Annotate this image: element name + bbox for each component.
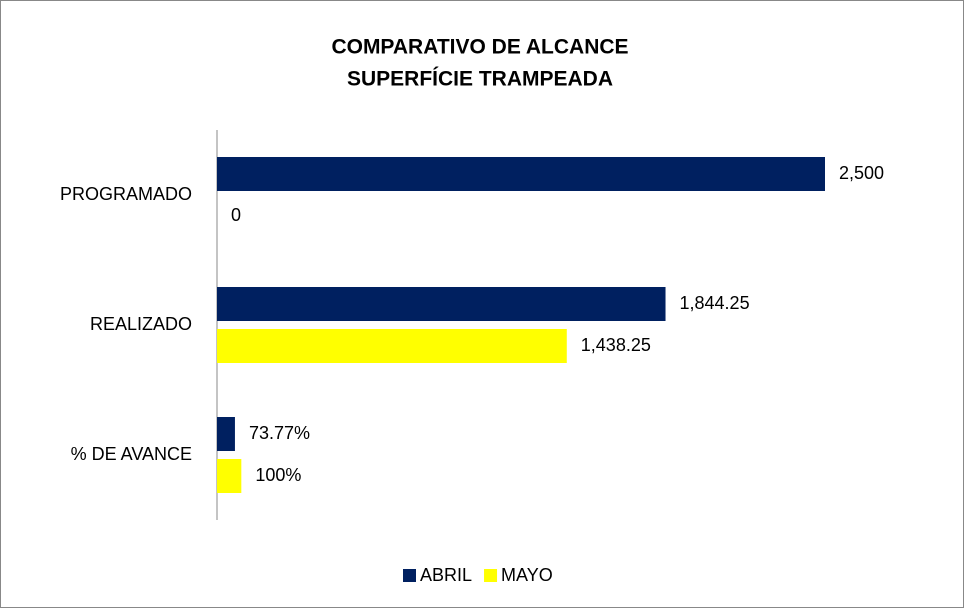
bar xyxy=(217,329,567,363)
value-label: 100% xyxy=(255,465,301,485)
bar xyxy=(217,157,825,191)
chart-title: SUPERFÍCIE TRAMPEADA xyxy=(347,68,613,91)
value-label: 73.77% xyxy=(249,423,310,443)
value-label: 2,500 xyxy=(839,163,884,183)
legend-swatch xyxy=(403,569,416,582)
category-label: PROGRAMADO xyxy=(60,184,192,204)
bar xyxy=(217,459,242,493)
value-label: 1,438.25 xyxy=(581,335,651,355)
chart-title: COMPARATIVO DE ALCANCE xyxy=(331,36,628,59)
value-label: 1,844.25 xyxy=(680,293,750,313)
category-label: REALIZADO xyxy=(90,314,192,334)
bar xyxy=(217,287,666,321)
legend-label: MAYO xyxy=(501,565,553,585)
category-label: % DE AVANCE xyxy=(71,444,192,464)
value-label: 0 xyxy=(231,205,241,225)
legend-swatch xyxy=(484,569,498,582)
bar xyxy=(217,417,235,451)
legend-label: ABRIL xyxy=(420,565,472,585)
